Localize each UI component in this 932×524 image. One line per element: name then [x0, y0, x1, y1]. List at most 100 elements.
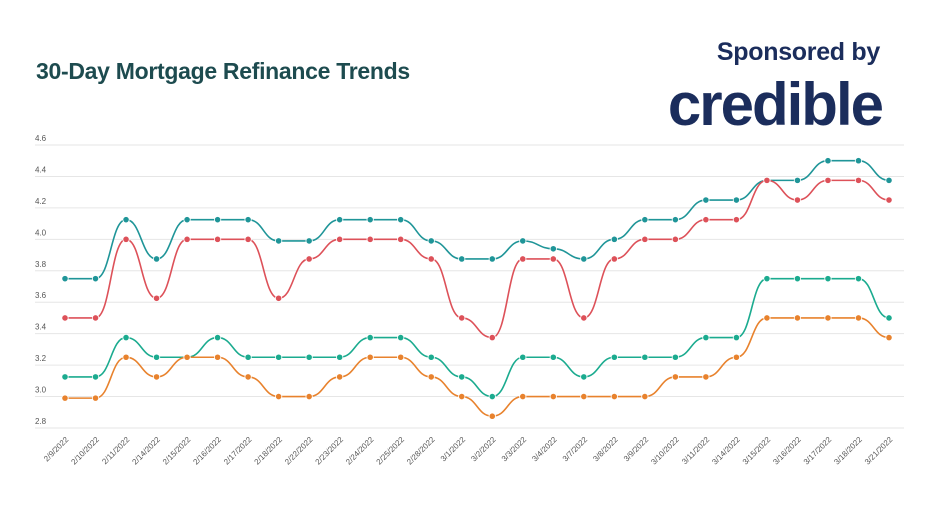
- x-tick-label: 3/1/2022: [439, 435, 468, 464]
- x-tick-label: 3/8/2022: [591, 435, 620, 464]
- data-point: [610, 353, 618, 361]
- data-point: [732, 353, 741, 361]
- data-point: [213, 235, 222, 243]
- x-tick-label: 3/7/2022: [561, 435, 590, 464]
- data-point: [458, 373, 466, 381]
- data-point: [336, 216, 344, 224]
- y-tick-label: 3.4: [35, 323, 47, 332]
- data-point: [366, 333, 374, 342]
- data-point: [610, 235, 618, 243]
- x-tick-label: 3/3/2022: [500, 435, 529, 464]
- data-point: [336, 235, 344, 243]
- x-tick-label: 2/14/2022: [130, 435, 162, 467]
- data-point: [519, 392, 527, 401]
- x-tick-label: 2/22/2022: [283, 435, 315, 467]
- data-point: [458, 392, 466, 401]
- data-point: [305, 392, 313, 401]
- data-point: [671, 373, 679, 381]
- data-point: [213, 353, 222, 361]
- data-point: [702, 373, 710, 381]
- x-tick-label: 2/11/2022: [100, 435, 131, 466]
- data-point: [854, 176, 863, 184]
- data-point: [549, 245, 557, 253]
- data-point: [580, 392, 588, 401]
- data-point: [183, 353, 191, 361]
- x-tick-label: 2/23/2022: [314, 435, 346, 467]
- data-point: [275, 294, 283, 302]
- data-point: [763, 176, 771, 184]
- data-point: [824, 314, 832, 322]
- x-tick-label: 2/15/2022: [161, 435, 193, 467]
- data-point: [671, 353, 679, 361]
- x-tick-label: 3/18/2022: [832, 435, 864, 467]
- data-point: [152, 294, 161, 302]
- data-point: [91, 314, 100, 322]
- data-point: [366, 353, 374, 361]
- data-point: [61, 373, 69, 381]
- data-point: [519, 255, 527, 263]
- data-point: [152, 373, 161, 381]
- data-point: [885, 176, 893, 184]
- data-point: [671, 216, 679, 224]
- data-point: [244, 235, 252, 243]
- data-point: [641, 392, 649, 401]
- data-point: [580, 373, 588, 381]
- data-point: [793, 275, 802, 283]
- data-point: [305, 353, 313, 361]
- data-point: [702, 216, 710, 224]
- data-point: [305, 255, 313, 263]
- data-point: [122, 333, 130, 342]
- sponsor-text: Sponsored by: [716, 38, 880, 66]
- data-point: [397, 216, 405, 224]
- data-point: [427, 373, 435, 381]
- data-point: [152, 353, 161, 361]
- credible-logo: credible: [667, 71, 884, 138]
- x-tick-label: 2/16/2022: [191, 435, 223, 467]
- data-point: [427, 353, 435, 361]
- data-point: [732, 216, 741, 224]
- series-line-4: [65, 317, 890, 418]
- data-point: [397, 235, 405, 243]
- x-tick-label: 2/25/2022: [375, 435, 407, 467]
- data-point: [519, 353, 527, 361]
- data-point: [122, 216, 130, 224]
- data-point: [458, 314, 466, 322]
- data-point: [488, 255, 496, 263]
- x-tick-label: 3/4/2022: [530, 435, 559, 464]
- data-point: [793, 176, 802, 184]
- x-tick-label: 3/10/2022: [649, 435, 681, 467]
- data-point: [671, 235, 679, 243]
- data-point: [122, 235, 130, 243]
- data-point: [275, 353, 283, 361]
- x-tick-label: 2/24/2022: [344, 435, 376, 467]
- data-point: [854, 157, 863, 165]
- data-point: [488, 333, 496, 342]
- y-tick-label: 4.0: [35, 228, 47, 237]
- data-point: [213, 216, 222, 224]
- y-tick-label: 4.4: [35, 165, 47, 174]
- series-line-3: [65, 277, 890, 398]
- data-point: [397, 353, 405, 361]
- data-point: [763, 314, 771, 322]
- data-point: [732, 333, 741, 342]
- y-tick-label: 2.8: [35, 417, 47, 426]
- data-point: [793, 196, 802, 204]
- data-point: [213, 333, 222, 342]
- x-tick-label: 3/15/2022: [741, 435, 773, 467]
- data-point: [549, 255, 557, 263]
- data-point: [91, 373, 100, 381]
- data-point: [824, 157, 832, 165]
- data-point: [61, 394, 69, 402]
- data-point: [397, 333, 405, 342]
- data-point: [275, 237, 283, 245]
- x-tick-label: 3/11/2022: [680, 435, 711, 466]
- data-point: [61, 314, 69, 322]
- x-tick-label: 3/14/2022: [710, 435, 742, 467]
- y-tick-label: 3.8: [35, 260, 47, 269]
- data-point: [488, 412, 496, 420]
- data-point: [793, 314, 802, 322]
- data-point: [824, 176, 832, 184]
- data-point: [580, 255, 588, 263]
- data-point: [488, 392, 496, 401]
